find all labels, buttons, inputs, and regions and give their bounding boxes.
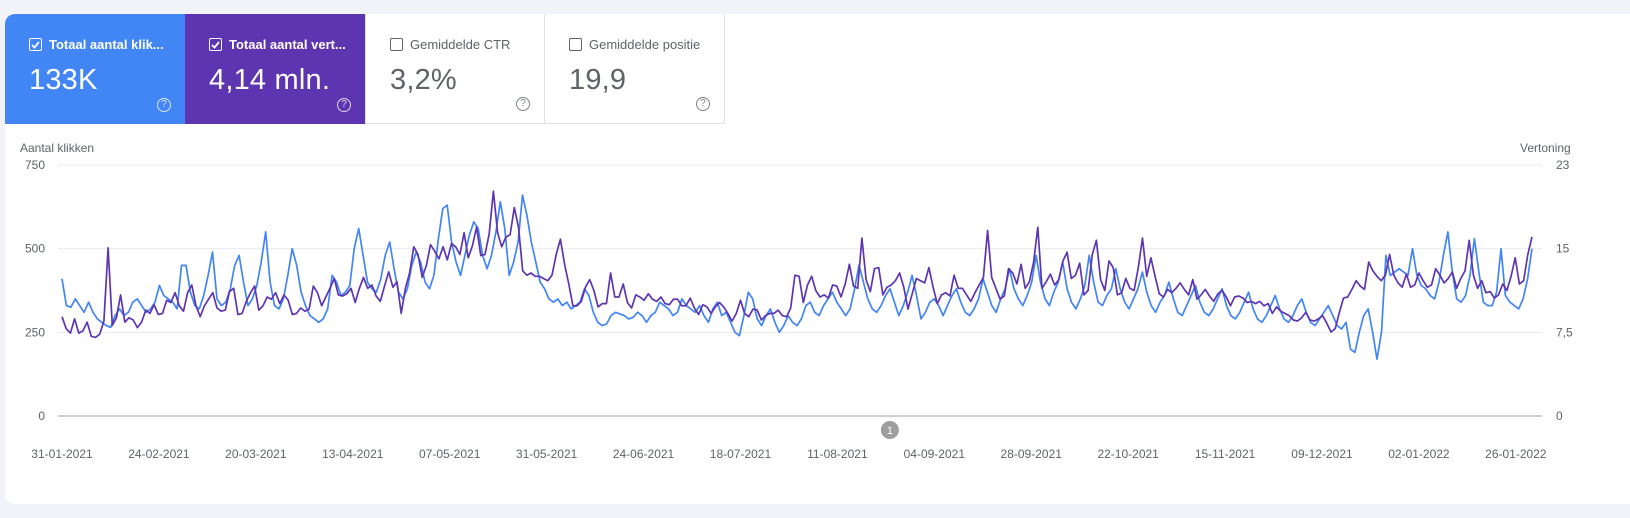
help-icon[interactable]: ?	[337, 98, 351, 112]
y-tick-left: 0	[38, 409, 45, 423]
performance-line-chart: Aantal klikken Vertoning 0 0 250 7,5 500 15 75…	[20, 141, 1573, 461]
series-line-impressions	[61, 190, 1533, 339]
x-tick-label: 31-01-2021	[31, 447, 93, 461]
x-tick-label: 15-11-2021	[1195, 447, 1256, 461]
metric-value: 133K	[29, 64, 98, 96]
y-tick-right: 23	[1556, 158, 1570, 172]
x-tick-label: 07-05-2021	[419, 447, 481, 461]
annotation-label: 1	[887, 425, 893, 437]
y-tick-right: 0	[1556, 409, 1563, 423]
axis-ticks: 0 0 250 7,5 500 15 750 23 31-01-2021 24-02-2021 20…	[25, 158, 1573, 461]
x-tick-label: 24-06-2021	[613, 447, 675, 461]
metric-total-clicks[interactable]: Totaal aantal klik... 133K ?	[5, 14, 185, 124]
performance-card: Totaal aantal klik... 133K ? Totaal aant…	[5, 14, 1630, 504]
y-tick-left: 500	[25, 242, 45, 256]
x-tick-label: 26-01-2022	[1485, 447, 1547, 461]
x-tick-label: 13-04-2021	[322, 447, 384, 461]
x-tick-label: 11-08-2021	[807, 447, 868, 461]
metric-value: 4,14 mln.	[209, 64, 331, 96]
metric-average-position[interactable]: Gemiddelde positie 19,9 ?	[545, 14, 725, 124]
x-tick-label: 02-01-2022	[1388, 447, 1450, 461]
metric-total-impressions[interactable]: Totaal aantal vert... 4,14 mln. ?	[185, 14, 365, 124]
y-axis-left-title: Aantal klikken	[20, 141, 94, 155]
metric-cards: Totaal aantal klik... 133K ? Totaal aant…	[5, 14, 725, 124]
metric-value: 19,9	[569, 64, 627, 96]
help-icon[interactable]: ?	[696, 97, 710, 111]
y-axis-right-title: Vertoning	[1520, 141, 1571, 155]
checkbox-unchecked-icon[interactable]	[569, 38, 582, 51]
checkbox-checked-icon[interactable]	[209, 38, 222, 51]
x-tick-label: 28-09-2021	[1001, 447, 1063, 461]
metric-average-ctr[interactable]: Gemiddelde CTR 3,2% ?	[365, 14, 545, 124]
checkbox-checked-icon[interactable]	[29, 38, 42, 51]
annotation-circle	[880, 421, 899, 439]
help-icon[interactable]: ?	[516, 97, 530, 111]
x-tick-label: 04-09-2021	[904, 447, 966, 461]
y-tick-left: 750	[25, 158, 45, 172]
x-tick-label: 24-02-2021	[128, 447, 190, 461]
x-tick-label: 20-03-2021	[225, 447, 287, 461]
y-tick-right: 7,5	[1556, 325, 1573, 339]
x-tick-label: 09-12-2021	[1291, 447, 1353, 461]
y-tick-right: 15	[1556, 242, 1570, 256]
grid-lines	[58, 164, 1542, 417]
series-lines	[61, 190, 1533, 360]
y-tick-left: 250	[25, 325, 45, 339]
help-icon[interactable]: ?	[157, 98, 171, 112]
x-tick-label: 18-07-2021	[710, 447, 772, 461]
metric-value: 3,2%	[390, 64, 457, 96]
series-line-clicks	[61, 194, 1533, 360]
x-tick-label: 22-10-2021	[1097, 447, 1159, 461]
checkbox-unchecked-icon[interactable]	[390, 38, 403, 51]
annotation-marker[interactable]: 1	[880, 421, 899, 439]
x-tick-label: 31-05-2021	[516, 447, 578, 461]
